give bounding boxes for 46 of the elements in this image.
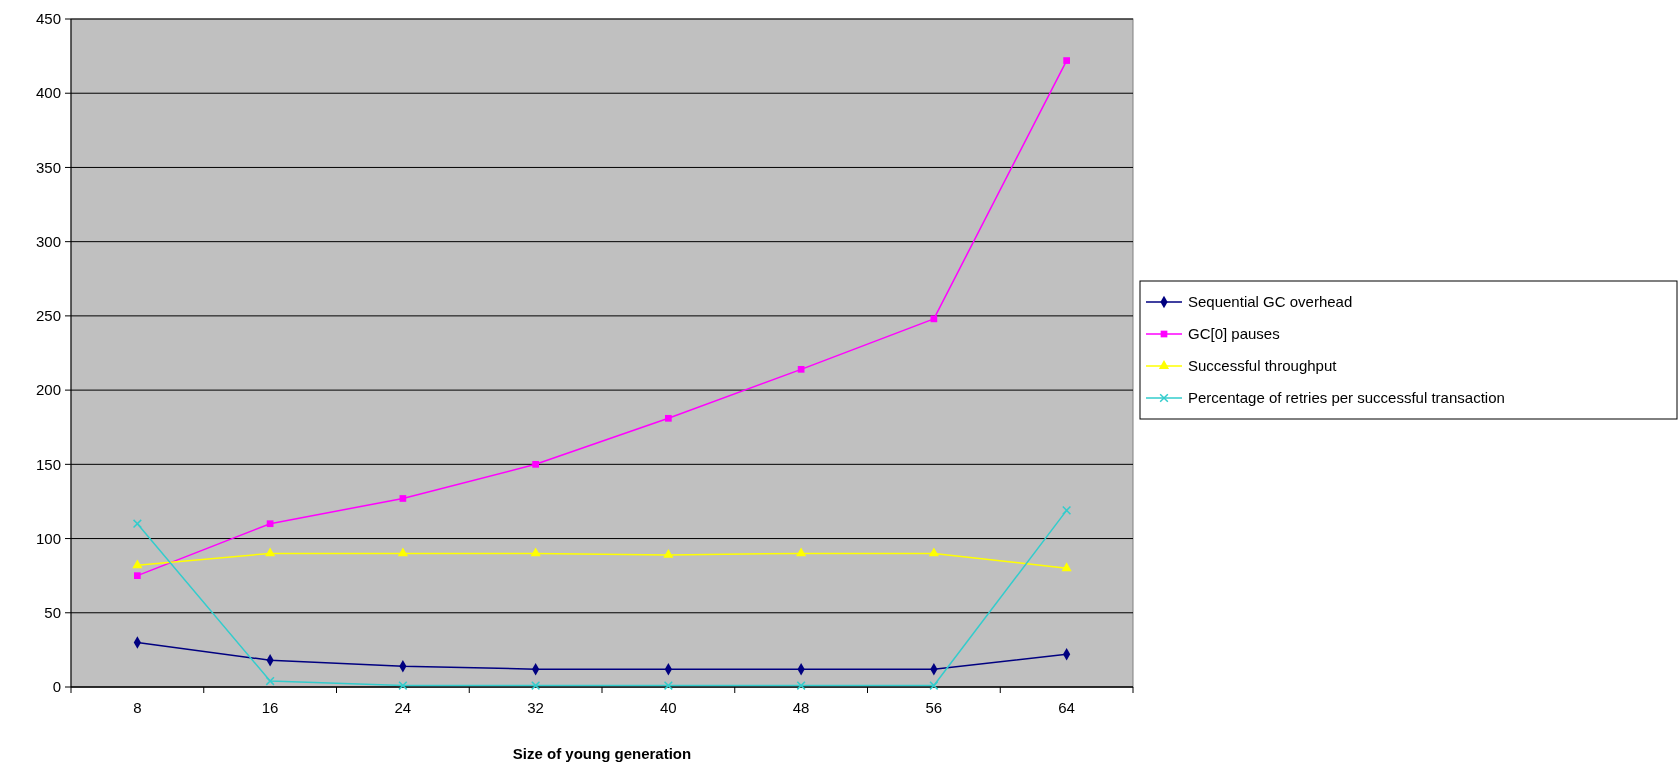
y-tick-label: 250 [35, 307, 61, 325]
point [265, 547, 276, 557]
point [397, 547, 408, 557]
legend-label: Percentage of retries per successful transaction [1188, 389, 1505, 407]
point [1063, 57, 1070, 64]
point [266, 520, 274, 528]
point [532, 460, 539, 468]
y-tick-label: 50 [44, 604, 61, 622]
point [134, 572, 141, 580]
point [398, 680, 408, 691]
y-tick-label: 300 [35, 232, 61, 250]
legend-label: GC[0] pauses [1188, 325, 1280, 343]
point [531, 680, 541, 691]
point [663, 680, 673, 691]
x-tick-label: 32 [527, 699, 544, 716]
x-tick-label: 56 [925, 699, 943, 716]
point [132, 559, 143, 569]
point [928, 547, 939, 557]
legend-label: Sequential GC overhead [1188, 293, 1353, 311]
x-tick-label: 16 [261, 699, 279, 716]
point [797, 365, 805, 373]
point [665, 414, 672, 422]
y-tick-label: 0 [52, 678, 61, 696]
legend-label: Successful throughput [1188, 357, 1338, 375]
y-tick-label: 100 [35, 529, 61, 547]
point [1062, 505, 1072, 515]
x-tick-label: 48 [792, 699, 810, 716]
point [796, 680, 806, 691]
y-tick-label: 400 [35, 84, 61, 102]
point [796, 547, 807, 557]
point [265, 676, 275, 686]
point [663, 549, 674, 558]
point [1061, 562, 1072, 572]
x-tick-label: 8 [133, 699, 142, 716]
y-tick-label: 350 [35, 158, 61, 176]
point [530, 547, 541, 557]
x-axis-title: Size of young generation [512, 745, 692, 762]
x-tick-label: 64 [1058, 699, 1075, 716]
y-tick-label: 200 [35, 381, 61, 399]
point [399, 495, 407, 502]
point [929, 680, 939, 691]
y-tick-label: 150 [35, 455, 61, 473]
y-tick-label: 450 [35, 10, 61, 28]
point [132, 519, 142, 529]
x-tick-label: 40 [660, 699, 677, 716]
x-tick-label: 24 [394, 699, 412, 716]
